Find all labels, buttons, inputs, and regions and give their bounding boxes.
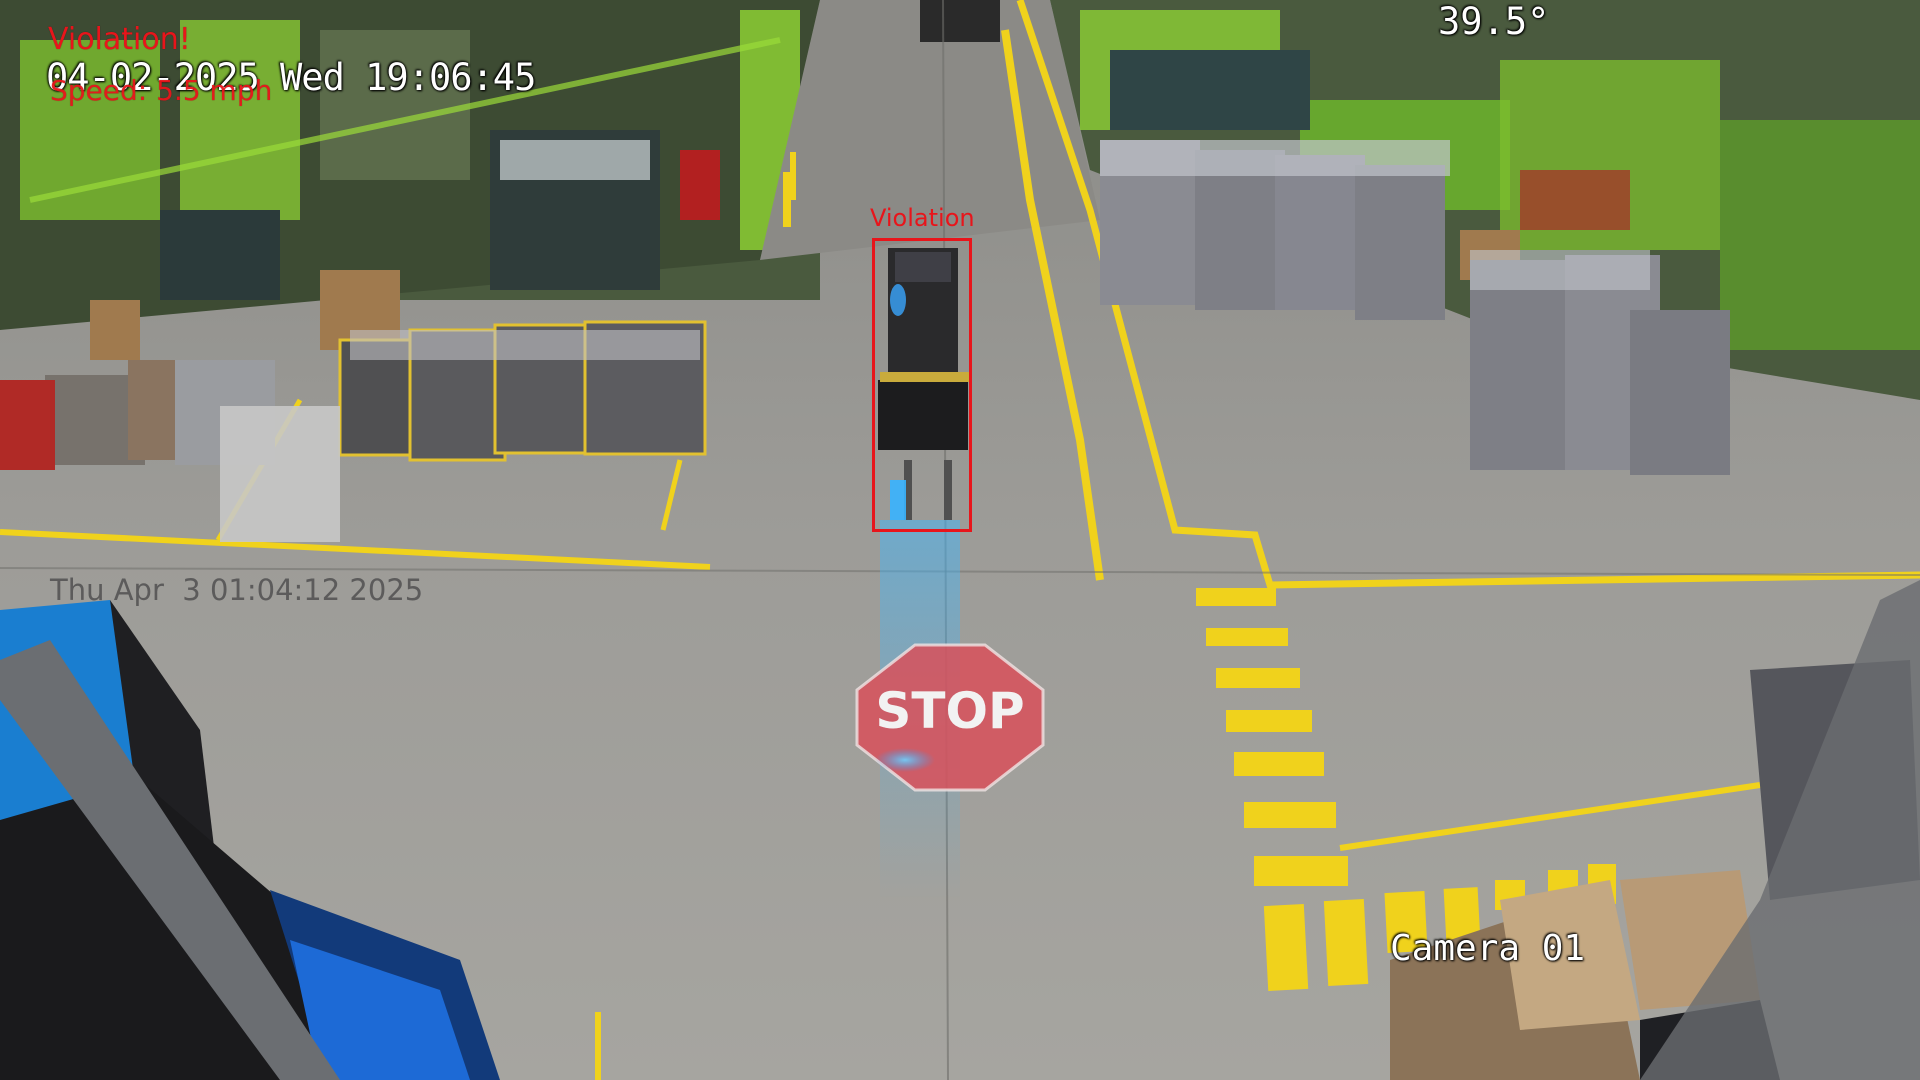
camera-name: Camera 01 — [1390, 928, 1586, 969]
bins-bottom-left — [0, 600, 500, 1080]
carts-right — [1100, 140, 1730, 475]
stop-text: STOP — [875, 682, 1024, 740]
boxes-bottom-right — [1390, 580, 1920, 1080]
crosswalk — [1196, 588, 1616, 991]
left-production-area — [0, 0, 820, 360]
datetime-osd: 04-02-2025 Wed 19:06:45 — [46, 56, 536, 99]
violation-alert: Violation! — [48, 22, 191, 57]
detection-box — [872, 238, 972, 532]
forklift — [878, 248, 970, 520]
detection-label: Violation — [870, 204, 975, 232]
carts-left — [0, 320, 707, 542]
temperature-osd: 39.5° — [1438, 0, 1550, 43]
speed-readout: Speed: 5.5 mph — [50, 74, 273, 107]
stop-floor-marking: STOP — [855, 643, 1045, 792]
secondary-timestamp: Thu Apr 3 01:04:12 2025 — [50, 573, 424, 607]
